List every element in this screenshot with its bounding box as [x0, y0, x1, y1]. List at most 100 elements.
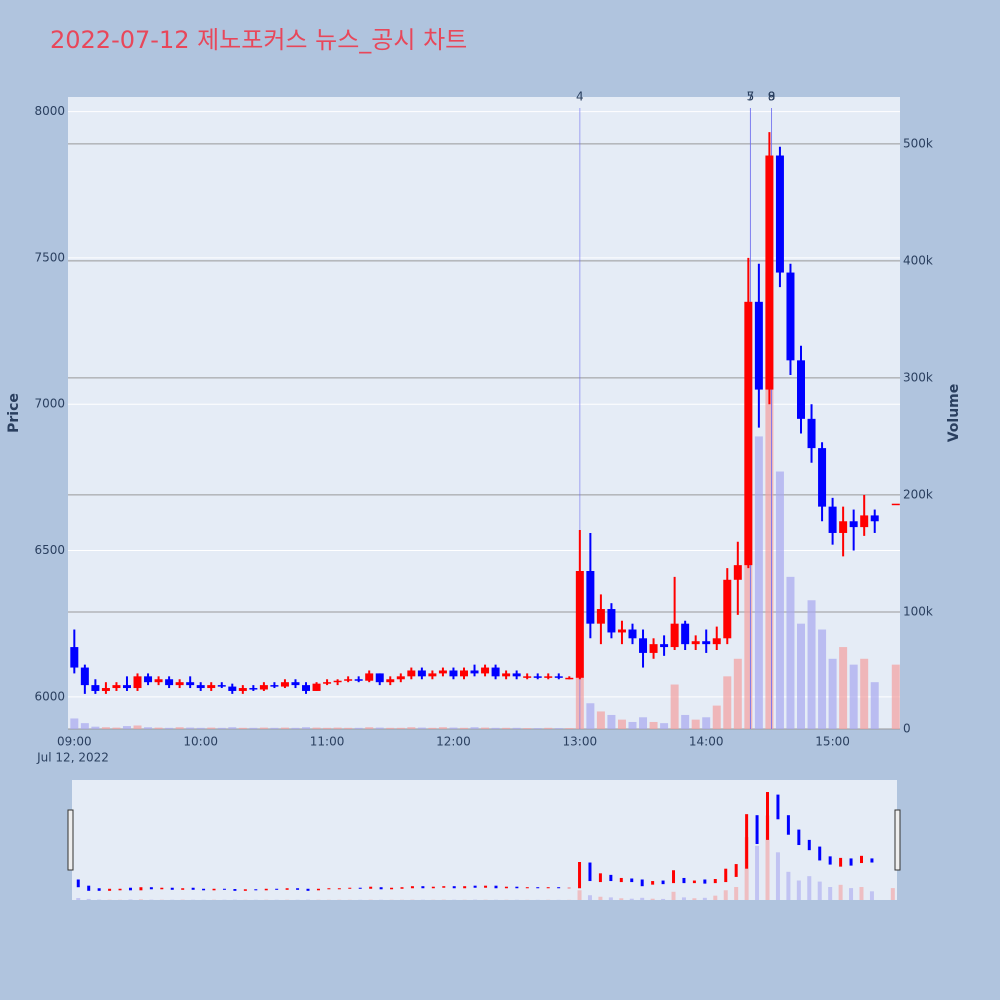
volume-bar — [122, 726, 131, 729]
candle-body — [744, 301, 753, 566]
candle-body — [891, 503, 900, 506]
volume-bar — [354, 727, 363, 729]
mini-volume-bar — [661, 898, 666, 900]
candle-body — [323, 682, 332, 684]
candle-body — [70, 647, 79, 668]
annotation-label: 8 — [768, 90, 776, 104]
candle-body — [438, 670, 447, 674]
volume-bar — [280, 727, 289, 729]
volume-bar — [428, 727, 437, 729]
annotation-label: 7 — [747, 90, 755, 104]
range-handle-right[interactable] — [894, 809, 901, 871]
volume-bar — [481, 727, 490, 729]
candle-body — [270, 685, 279, 687]
volume-bar — [860, 658, 869, 729]
volume-bar — [259, 727, 268, 729]
candle-body — [259, 685, 268, 690]
candle-body — [870, 515, 879, 522]
candle-body — [681, 623, 690, 645]
y-tick-label: 6000 — [34, 689, 65, 703]
chart-title: 2022-07-12 제노포커스 뉴스_공시 차트 — [50, 26, 467, 54]
volume-bar — [533, 728, 542, 729]
volume-bar — [165, 727, 174, 729]
volume-bar — [154, 727, 163, 729]
volume-bar — [681, 714, 690, 729]
mini-volume-bar — [702, 897, 707, 900]
candle-body — [133, 676, 142, 689]
candle-body — [365, 673, 374, 681]
candle-body — [91, 685, 100, 691]
candle-body — [797, 360, 806, 419]
candle-body — [491, 667, 500, 677]
volume-bar — [207, 727, 216, 729]
candle-body — [649, 644, 658, 653]
mini-volume-bar — [671, 891, 676, 900]
x-tick-label: 12:00 — [436, 735, 471, 749]
plot-area — [68, 97, 900, 729]
mini-volume-bar — [755, 845, 760, 900]
candle-body — [407, 670, 416, 677]
mini-volume-bar — [86, 898, 91, 900]
range-handle-left[interactable] — [67, 809, 74, 871]
candle-body — [207, 685, 216, 689]
range-slider[interactable] — [72, 780, 897, 900]
volume-bar — [702, 717, 711, 729]
volume-bar — [617, 719, 626, 729]
candle-body — [765, 155, 774, 390]
mini-volume-bar — [128, 899, 133, 900]
volume-bar — [723, 676, 732, 729]
volume-bar — [670, 684, 679, 729]
mini-volume-bar — [608, 897, 613, 900]
volume-bar — [512, 727, 521, 729]
volume-bar — [270, 727, 279, 729]
mini-volume-bar — [786, 871, 791, 900]
candle-body — [196, 685, 205, 689]
candle-body — [670, 623, 679, 648]
candle-body — [586, 571, 595, 624]
y2-tick-label: 400k — [903, 253, 933, 267]
y2-tick-label: 500k — [903, 136, 933, 150]
mini-volume-bar — [577, 890, 582, 900]
volume-bar — [797, 623, 806, 729]
candle-body — [481, 667, 490, 674]
x-tick-label: 09:00 — [57, 735, 92, 749]
mini-volume-bar — [619, 898, 624, 900]
volume-bar — [565, 728, 574, 729]
candle-body — [449, 670, 458, 677]
volume-bar — [323, 727, 332, 729]
volume-bar — [344, 727, 353, 729]
volume-bar — [396, 727, 405, 729]
candle-body — [165, 679, 174, 686]
candle-body — [217, 685, 226, 687]
candle-body — [849, 521, 858, 528]
y-tick-label: 7500 — [34, 250, 65, 264]
volume-bar — [407, 727, 416, 729]
volume-bar — [691, 719, 700, 729]
candle-body — [554, 676, 563, 678]
candle-body — [733, 565, 742, 580]
candle-body — [280, 682, 289, 687]
x-tick-label: 13:00 — [563, 735, 598, 749]
x-tick-label: 15:00 — [815, 735, 850, 749]
volume-bar — [175, 727, 184, 729]
candle-body — [660, 644, 669, 648]
volume-bar — [365, 727, 374, 729]
volume-bar — [586, 703, 595, 729]
volume-bar — [449, 727, 458, 729]
candle-body — [175, 682, 184, 686]
candle-body — [144, 676, 153, 683]
candle-body — [333, 680, 342, 683]
candle-body — [386, 679, 395, 683]
volume-bar — [196, 727, 205, 729]
candle-body — [523, 676, 532, 678]
candle-body — [302, 685, 311, 691]
mini-volume-bar — [587, 895, 592, 900]
candle-body — [691, 641, 700, 645]
candle-body — [154, 679, 163, 683]
candle-body — [354, 679, 363, 681]
volume-bar — [459, 727, 468, 729]
candle-body — [186, 682, 195, 686]
volume-bar — [312, 727, 321, 729]
volume-bar — [417, 727, 426, 729]
